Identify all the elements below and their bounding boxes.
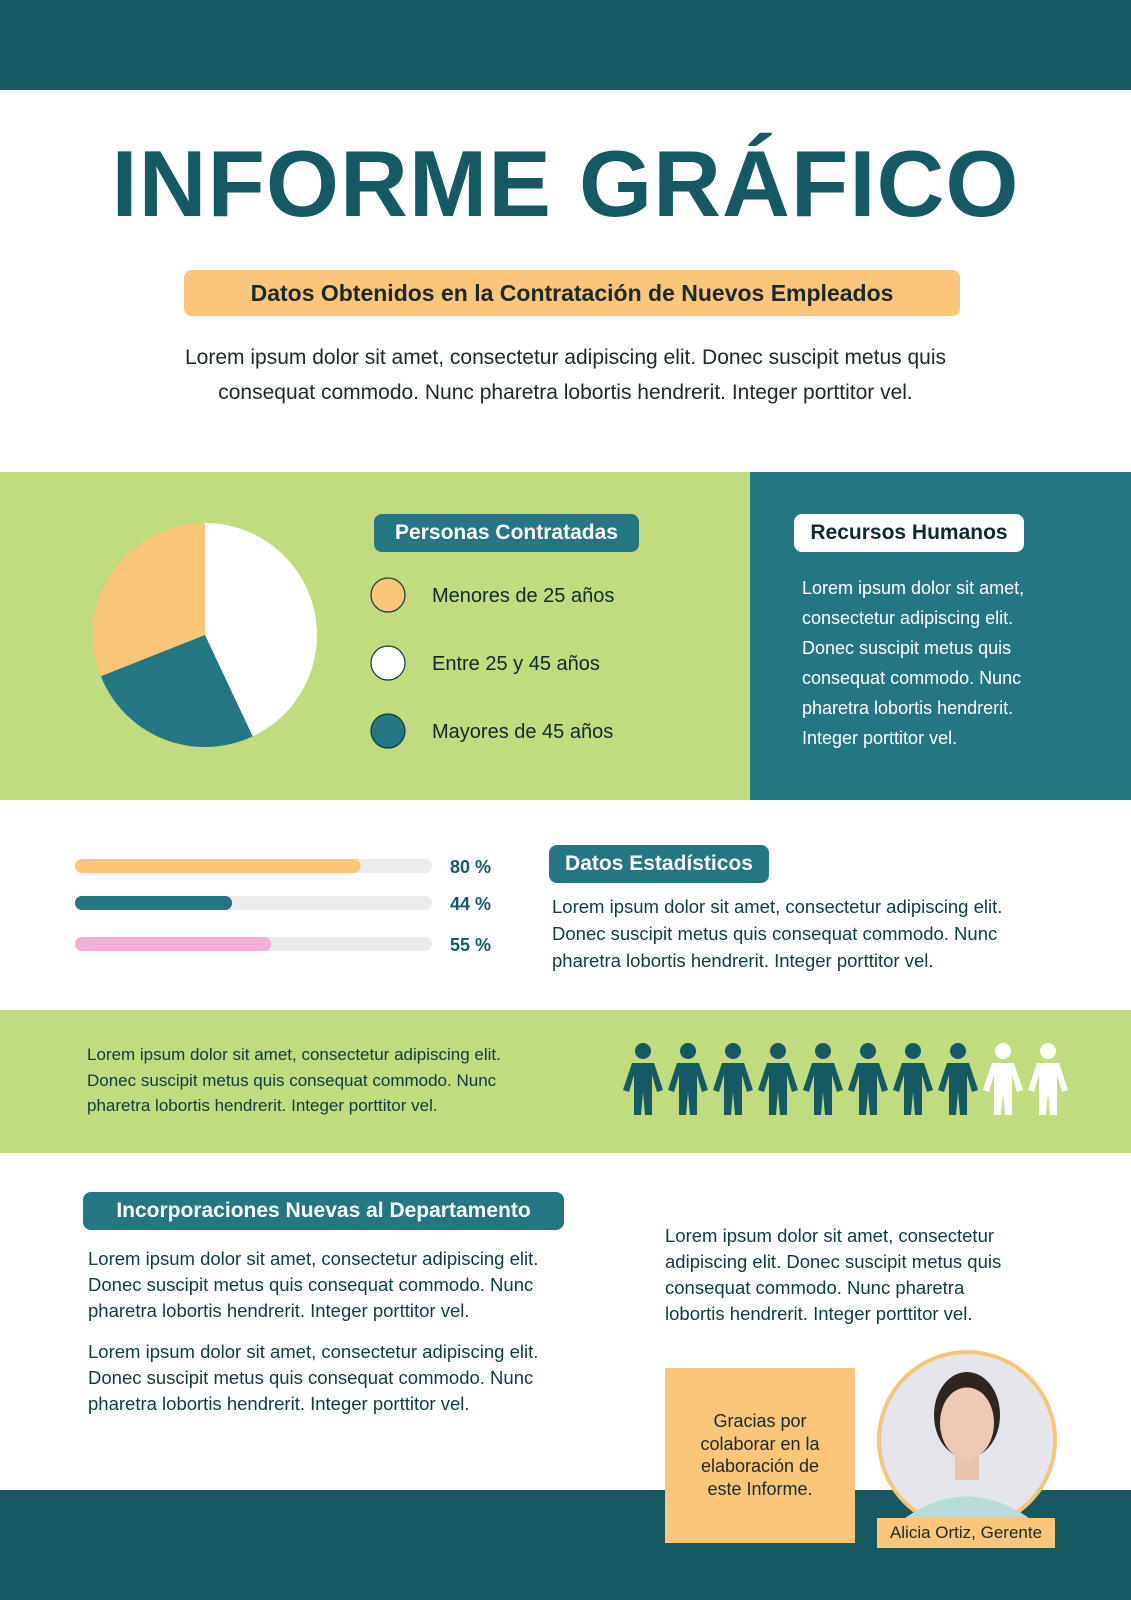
pie-slice: [93, 523, 205, 677]
pie-slice: [100, 635, 253, 748]
person-head: [860, 1043, 876, 1059]
text-line: Donec suscipit metus quis consequat comm…: [88, 1274, 534, 1295]
person-head: [815, 1043, 831, 1059]
text-line: Donec suscipit metus quis consequat comm…: [552, 923, 998, 944]
text-line: Lorem ipsum dolor sit amet, consectetur …: [88, 1248, 539, 1269]
bar-label: 80 %: [450, 857, 491, 877]
person-icon: [668, 1043, 708, 1115]
person-head: [635, 1043, 651, 1059]
text-line: Donec suscipit metus quis: [802, 638, 1012, 658]
person-body: [668, 1063, 708, 1115]
bar: [75, 859, 361, 873]
person-icon: [713, 1043, 753, 1115]
person-icon: [938, 1043, 978, 1115]
person-icon: [623, 1043, 663, 1115]
text-line: Lorem ipsum dolor sit amet, consectetur …: [184, 346, 946, 369]
text-line: Gracias por: [713, 1411, 807, 1431]
text-line: pharetra lobortis hendrerit.: [802, 698, 1014, 718]
person-body: [1028, 1063, 1068, 1115]
person-head: [950, 1043, 966, 1059]
bar-label: 55 %: [450, 935, 491, 955]
text-line: Donec suscipit metus quis consequat comm…: [87, 1070, 497, 1090]
text-line: adipiscing elit. Donec suscipit metus qu…: [665, 1251, 1002, 1272]
person-head: [905, 1043, 921, 1059]
thanks-box: Gracias por colaborar en la elaboración de…: [665, 1368, 855, 1543]
person-icon: [983, 1043, 1023, 1115]
text-line: Lorem ipsum dolor sit amet, consectetur: [665, 1225, 995, 1246]
legend-swatch: [370, 713, 406, 749]
stats-title: Datos Estadísticos: [549, 845, 769, 883]
subtitle: Datos Obtenidos en la Contratación de Nu…: [184, 270, 960, 316]
legend-title: Personas Contratadas: [374, 514, 639, 552]
text-line: Lorem ipsum dolor sit amet,: [802, 578, 1025, 598]
text-line: lobortis hendrerit. Integer porttitor ve…: [665, 1303, 973, 1324]
text-line: consequat commodo. Nunc pharetra: [665, 1277, 965, 1298]
text-line: elaboración de: [700, 1456, 820, 1476]
band-text: Lorem ipsum dolor sit amet, consectetur …: [87, 1042, 501, 1119]
legend-swatch: [370, 645, 406, 681]
text-line: consectetur adipiscing elit.: [802, 608, 1014, 628]
person-body: [893, 1063, 933, 1115]
text-line: Lorem ipsum dolor sit amet, consectetur …: [552, 896, 1003, 917]
intro: Lorem ipsum dolor sit amet, consectetur …: [0, 340, 1131, 410]
paragraph: Lorem ipsum dolor sit amet, consectetur …: [88, 1339, 538, 1417]
person-icon: [893, 1043, 933, 1115]
person-body: [983, 1063, 1023, 1115]
text-line: consequat commodo. Nunc pharetra loborti…: [218, 381, 913, 404]
side-text: Lorem ipsum dolor sit amet, consectetur a…: [665, 1223, 1001, 1327]
bar-label: 44 %: [450, 894, 491, 914]
person-body: [938, 1063, 978, 1115]
stats-text: Lorem ipsum dolor sit amet, consectetur …: [552, 893, 1002, 974]
text-line: Donec suscipit metus quis consequat comm…: [88, 1367, 534, 1388]
text-line: consequat commodo. Nunc: [802, 668, 1022, 688]
text-line: pharetra lobortis hendrerit. Integer por…: [87, 1096, 438, 1115]
text-line: Integer porttitor vel.: [802, 728, 958, 748]
person-head: [1040, 1043, 1056, 1059]
text-line: Lorem ipsum dolor sit amet, consectetur …: [87, 1045, 501, 1064]
person-body: [848, 1063, 888, 1115]
hr-title: Recursos Humanos: [794, 514, 1024, 552]
text-line: pharetra lobortis hendrerit. Integer por…: [552, 950, 934, 971]
top-bar: [0, 0, 1131, 90]
person-body: [623, 1063, 663, 1115]
pie-slice: [205, 523, 318, 737]
paragraph: Lorem ipsum dolor sit amet, consectetur …: [88, 1246, 538, 1324]
title: INFORME GRÁFICO: [111, 131, 1020, 236]
person-icon: [758, 1043, 798, 1115]
incorporaciones-title: Incorporaciones Nuevas al Departamento: [83, 1192, 564, 1230]
text-line: este Informe.: [707, 1478, 813, 1499]
hr-text: Lorem ipsum dolor sit amet, consectetur a…: [802, 573, 1024, 753]
person-body: [758, 1063, 798, 1115]
person-icon: [1028, 1043, 1068, 1115]
person-head: [770, 1043, 786, 1059]
person-head: [995, 1043, 1011, 1059]
bar: [75, 937, 272, 951]
person-icon: [803, 1043, 843, 1115]
legend-label: Mayores de 45 años: [432, 721, 613, 743]
name-label: Alicia Ortiz, Gerente: [877, 1518, 1055, 1548]
person-head: [725, 1043, 741, 1059]
person-body: [713, 1063, 753, 1115]
text-line: pharetra lobortis hendrerit. Integer por…: [88, 1393, 470, 1414]
text-line: pharetra lobortis hendrerit. Integer por…: [88, 1300, 470, 1321]
person-icon: [848, 1043, 888, 1115]
photo: [877, 1350, 1057, 1530]
text-line: colaborar en la: [700, 1433, 820, 1454]
person-body: [803, 1063, 843, 1115]
legend-label: Entre 25 y 45 años: [432, 653, 600, 675]
legend-label: Menores de 25 años: [432, 585, 614, 607]
legend-swatch: [370, 577, 406, 613]
text-line: Lorem ipsum dolor sit amet, consectetur …: [88, 1341, 539, 1362]
bar: [75, 896, 233, 910]
person-head: [680, 1043, 696, 1059]
